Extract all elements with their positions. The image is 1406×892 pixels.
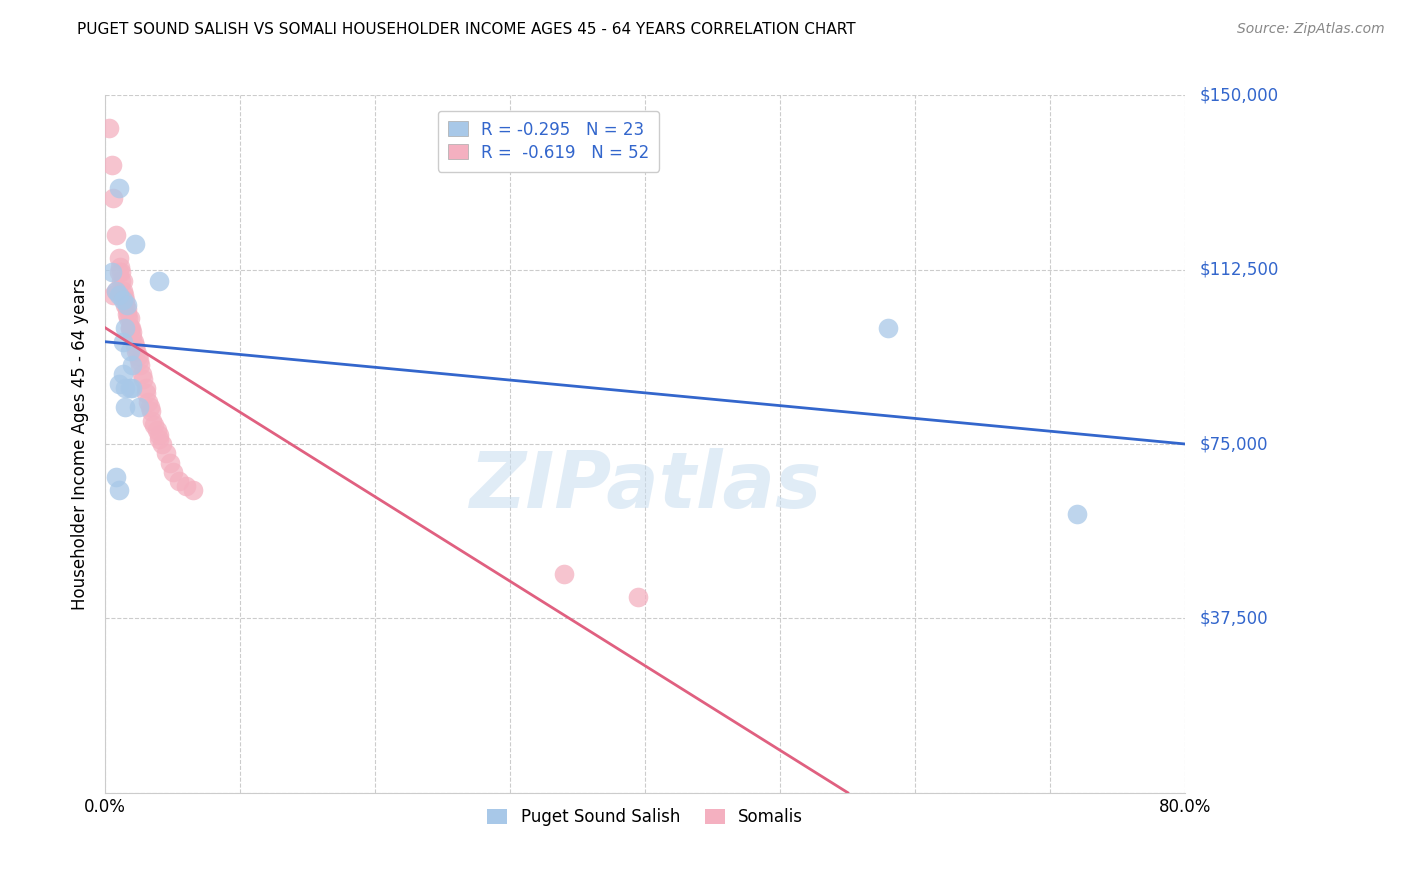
Point xyxy=(139,404,162,418)
Point xyxy=(107,265,129,279)
Point xyxy=(169,474,191,488)
Point xyxy=(111,274,134,288)
Point xyxy=(118,344,141,359)
Point xyxy=(627,591,650,605)
Point xyxy=(115,297,138,311)
Point xyxy=(877,320,900,334)
Text: PUGET SOUND SALISH VS SOMALI HOUSEHOLDER INCOME AGES 45 - 64 YEARS CORRELATION C: PUGET SOUND SALISH VS SOMALI HOUSEHOLDER… xyxy=(77,22,856,37)
Point xyxy=(112,288,135,302)
Point xyxy=(110,265,132,279)
Point xyxy=(110,274,132,288)
Point xyxy=(114,400,136,414)
Text: ZIPatlas: ZIPatlas xyxy=(470,448,821,524)
Point xyxy=(120,320,142,334)
Point xyxy=(135,381,157,395)
Point xyxy=(125,344,148,359)
Point xyxy=(115,307,138,321)
Point xyxy=(111,368,134,382)
Point xyxy=(103,191,125,205)
Point xyxy=(121,326,143,340)
Point xyxy=(128,353,150,368)
Point xyxy=(121,381,143,395)
Point xyxy=(111,293,134,307)
Point xyxy=(107,288,129,302)
Point xyxy=(105,284,128,298)
Point xyxy=(98,120,121,135)
Point xyxy=(122,334,145,349)
Point xyxy=(141,414,163,428)
Point xyxy=(150,437,173,451)
Point xyxy=(181,483,204,498)
Point xyxy=(114,293,136,307)
Point xyxy=(121,330,143,344)
Text: $37,500: $37,500 xyxy=(1199,609,1268,627)
Point xyxy=(142,418,165,433)
Point xyxy=(138,395,160,409)
Point xyxy=(117,311,139,326)
Point xyxy=(105,227,128,242)
Point xyxy=(107,483,129,498)
Legend: Puget Sound Salish, Somalis: Puget Sound Salish, Somalis xyxy=(481,802,810,833)
Point xyxy=(129,358,152,372)
Text: $112,500: $112,500 xyxy=(1199,260,1278,278)
Point xyxy=(124,339,146,353)
Point xyxy=(118,311,141,326)
Point xyxy=(145,423,167,437)
Point xyxy=(148,274,170,288)
Y-axis label: Householder Income Ages 45 - 64 years: Householder Income Ages 45 - 64 years xyxy=(72,278,89,610)
Point xyxy=(135,385,157,400)
Text: $75,000: $75,000 xyxy=(1199,435,1268,453)
Point xyxy=(132,372,155,386)
Point xyxy=(128,400,150,414)
Point xyxy=(127,349,149,363)
Point xyxy=(159,456,181,470)
Point xyxy=(101,265,124,279)
Point xyxy=(103,288,125,302)
Text: $150,000: $150,000 xyxy=(1199,87,1278,104)
Point xyxy=(105,469,128,483)
Point xyxy=(118,320,141,334)
Point xyxy=(121,358,143,372)
Point xyxy=(107,181,129,195)
Point xyxy=(101,158,124,172)
Point xyxy=(139,400,162,414)
Point xyxy=(124,237,146,252)
Point xyxy=(107,376,129,391)
Text: Source: ZipAtlas.com: Source: ZipAtlas.com xyxy=(1237,22,1385,37)
Point xyxy=(114,381,136,395)
Point xyxy=(111,334,134,349)
Point xyxy=(148,433,170,447)
Point xyxy=(105,284,128,298)
Point xyxy=(155,446,177,460)
Point xyxy=(107,251,129,265)
Point xyxy=(108,260,131,275)
Point xyxy=(115,302,138,317)
Point xyxy=(553,567,575,582)
Point xyxy=(131,368,153,382)
Point xyxy=(174,479,197,493)
Point xyxy=(111,284,134,298)
Point xyxy=(148,427,170,442)
Point xyxy=(114,320,136,334)
Point xyxy=(1066,507,1088,521)
Point xyxy=(118,381,141,395)
Point xyxy=(118,320,141,334)
Point xyxy=(162,465,184,479)
Point xyxy=(114,297,136,311)
